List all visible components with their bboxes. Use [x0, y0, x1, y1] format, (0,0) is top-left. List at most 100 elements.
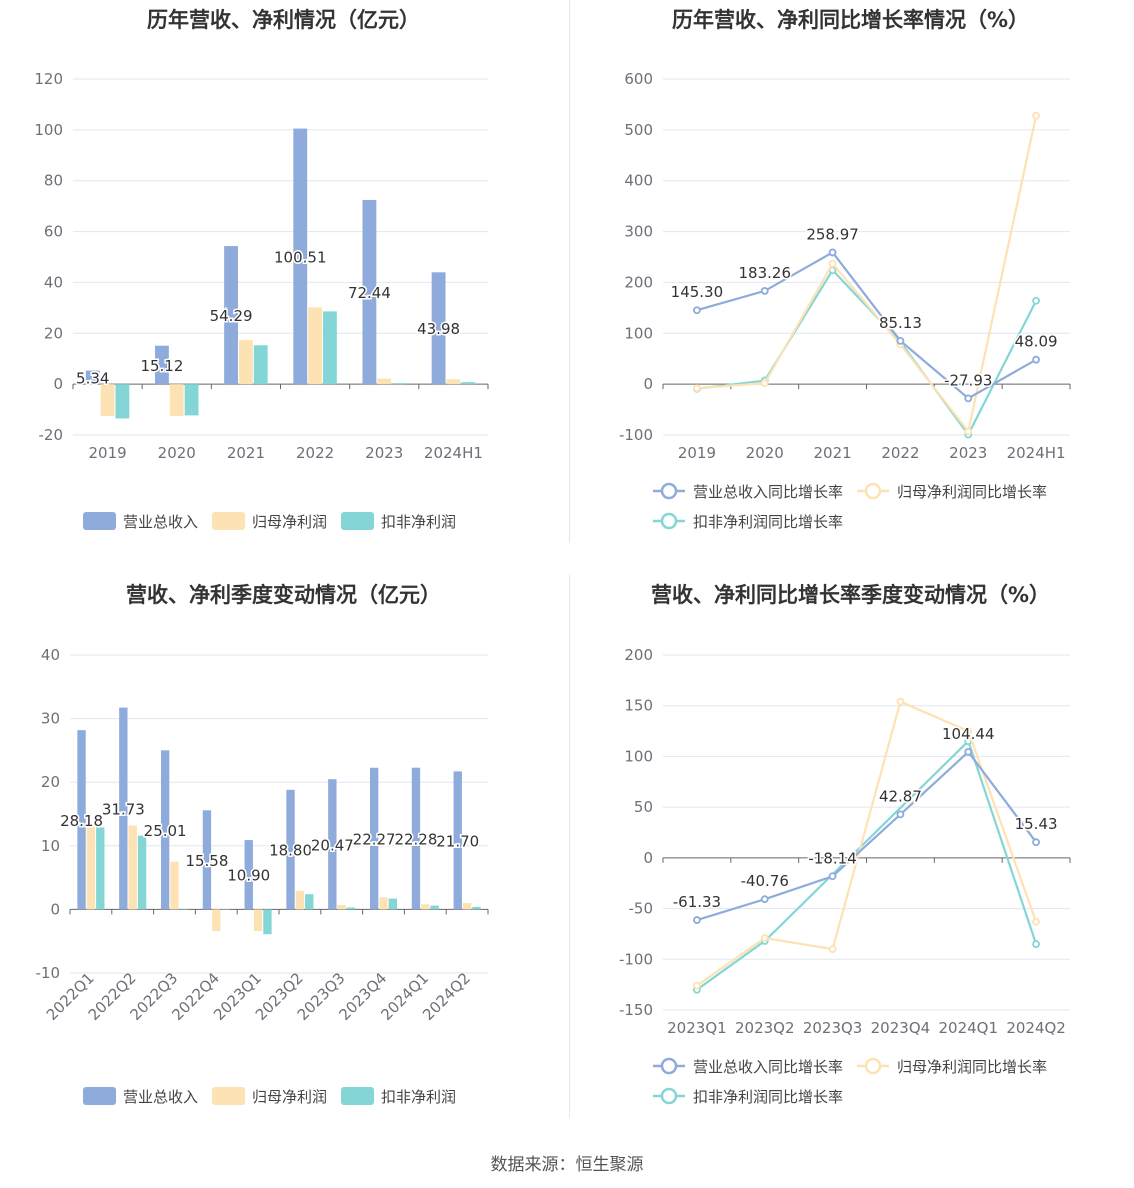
data-point [693, 916, 701, 924]
bars [85, 128, 476, 419]
bar [430, 905, 439, 910]
legend-label: 营业总收入同比增长率 [693, 483, 843, 501]
y-tick-label: 60 [44, 223, 63, 241]
data-labels: 145.30 183.26 258.97 85.13 -27.93 48.09 [669, 224, 1059, 391]
y-tick-label: 300 [624, 223, 653, 241]
data-point [760, 287, 769, 295]
bar [202, 810, 212, 910]
y-tick-label: 200 [624, 273, 653, 291]
data-point [1032, 355, 1040, 364]
bar [155, 345, 169, 385]
x-axis: 2023Q1 2023Q2 2023Q3 2023Q4 2024Q1 2024Q2 [662, 857, 1071, 1037]
legend-label: 归母净利润 [252, 1088, 327, 1106]
x-axis: 2019 2020 2021 2022 2023 2024H1 [662, 384, 1071, 462]
x-tick-label: 2019 [88, 444, 126, 462]
y-tick-label: 40 [41, 646, 60, 664]
x-tick-label: 2021 [227, 444, 265, 462]
quarterly-amount-panel: 营收、净利季度变动情况（亿元） -10 0 10 20 30 40 2022Q1 2022Q2… [0, 575, 567, 1120]
bar [362, 199, 377, 385]
bar-data-label: 15.12 [140, 357, 183, 375]
quarterly-amount-chart: -100102030402022Q12022Q22022Q32022Q42023… [36, 646, 489, 1106]
legend-marker [660, 482, 678, 500]
y-axis: -20 0 20 40 60 80 100 120 [34, 70, 488, 444]
legend-marker [864, 1057, 882, 1075]
data-labels: -61.33 -40.76 -18.14 42.87 104.44 15.43 [671, 723, 1059, 912]
data-point [964, 394, 973, 403]
chart-title: 历年营收、净利情况（亿元） [147, 8, 420, 32]
data-point [828, 945, 837, 954]
bar [461, 382, 476, 385]
bar [388, 898, 398, 910]
bar [295, 890, 305, 910]
line-data-label: 145.30 [671, 283, 724, 301]
x-tick-label: 2024Q1 [938, 1019, 998, 1037]
bar [263, 909, 272, 935]
y-tick-label: 20 [44, 324, 63, 342]
bar-data-label: 22.28 [394, 831, 437, 849]
legend-marker [864, 482, 882, 500]
bar-data-label: 15.58 [185, 852, 228, 870]
line-data-label: -27.93 [944, 371, 992, 389]
data-point [693, 981, 701, 990]
data-point [1032, 838, 1040, 847]
bar [212, 909, 221, 932]
chart-title: 历年营收、净利同比增长率情况（%） [671, 8, 1030, 32]
x-tick-label: 2020 [158, 444, 196, 462]
bar [96, 827, 105, 910]
bar [323, 311, 337, 385]
bars [77, 707, 481, 935]
legend-label: 归母净利润 [252, 513, 327, 531]
x-tick-label: 2024H1 [424, 444, 483, 462]
data-point [760, 934, 769, 942]
y-tick-label: -100 [619, 950, 653, 968]
series-line [696, 700, 1038, 987]
quarterly-growth-panel: 营收、净利同比增长率季度变动情况（%） -150 -100 -50 0 50 100 150… [567, 575, 1134, 1120]
y-tick-label: 0 [50, 900, 60, 918]
line-data-label: 85.13 [879, 314, 922, 332]
y-tick-label: -20 [39, 426, 64, 444]
bar [170, 861, 179, 910]
data-point [1032, 296, 1040, 305]
data-point [828, 259, 837, 268]
y-tick-label: 100 [624, 747, 653, 765]
legend-label: 营业总收入 [123, 513, 198, 531]
legend-swatch [341, 512, 374, 530]
legend: 营业总收入 归母净利润 扣非净利润 [83, 512, 456, 531]
bar [346, 907, 356, 910]
data-point [1032, 111, 1040, 120]
y-tick-label: -150 [619, 1001, 653, 1019]
legend-label: 扣非净利润同比增长率 [693, 1088, 843, 1106]
bar [239, 340, 253, 385]
bar [411, 767, 421, 910]
data-point [896, 697, 905, 706]
data-point [1032, 917, 1040, 926]
bar [100, 384, 115, 416]
bar [308, 307, 322, 385]
bar [244, 840, 253, 910]
legend-label: 营业总收入同比增长率 [693, 1058, 843, 1076]
bar [85, 370, 100, 385]
y-tick-label: 600 [624, 70, 653, 88]
y-tick-label: -100 [619, 426, 653, 444]
bar [453, 771, 462, 910]
x-tick-label: 2023Q4 [871, 1019, 931, 1037]
bar [286, 789, 295, 910]
lines [693, 697, 1040, 994]
legend-swatch [83, 1087, 116, 1105]
legend-marker [660, 1087, 678, 1105]
data-point [828, 872, 837, 881]
x-axis: 2019 2020 2021 2022 2023 2024H1 [72, 384, 489, 462]
chart-title: 营收、净利同比增长率季度变动情况（%） [650, 583, 1051, 607]
y-tick-label: 0 [643, 849, 653, 867]
line-data-label: 48.09 [1015, 333, 1058, 351]
legend-label: 扣非净利润同比增长率 [693, 513, 843, 531]
line-data-label: 15.43 [1015, 815, 1058, 833]
bar [179, 909, 189, 910]
data-point [964, 748, 973, 756]
bar [86, 826, 96, 910]
data-point [760, 895, 769, 904]
data-point [693, 384, 701, 393]
y-tick-label: 500 [624, 121, 653, 139]
